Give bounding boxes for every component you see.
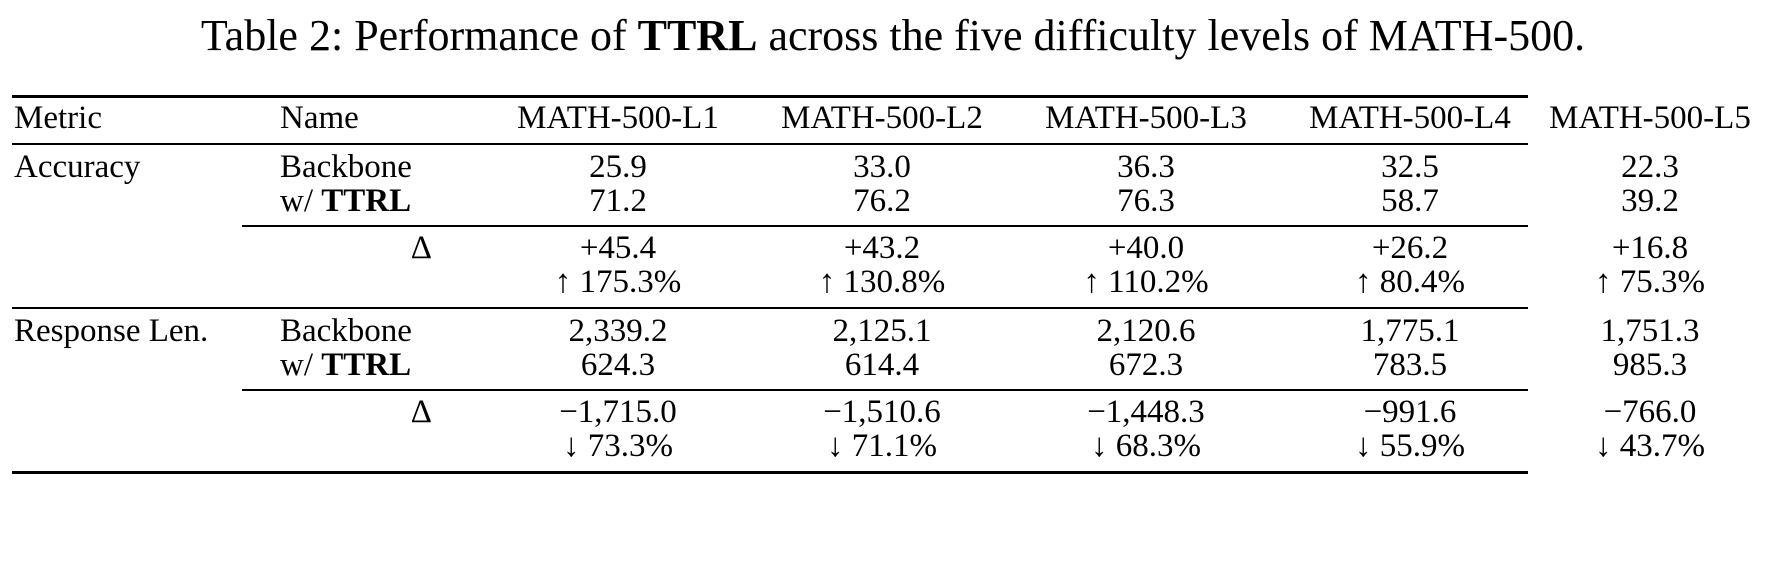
accuracy-backbone-l2: 33.0	[853, 149, 911, 185]
response-len-delta-abs-l5: −766.0	[1603, 394, 1697, 430]
accuracy-ttrl-label: w/ TTRL	[280, 182, 411, 220]
response-len-ttrl-prefix: w/	[280, 347, 322, 383]
table-top-rule	[12, 95, 1528, 98]
response-len-delta-rule	[242, 389, 1528, 391]
response-len-backbone-l5: 1,751.3	[1600, 313, 1700, 349]
accuracy-delta-abs-l2: +43.2	[843, 230, 921, 266]
accuracy-metric-label: Accuracy	[14, 149, 141, 185]
accuracy-delta-pct-l5: ↑ 75.3%	[1595, 264, 1705, 300]
response-len-delta-label: Δ	[410, 394, 432, 430]
header-col-4: MATH-500-L4	[1309, 100, 1511, 136]
header-col-3: MATH-500-L3	[1045, 100, 1247, 136]
response-len-delta-abs-l4: −991.6	[1363, 394, 1457, 430]
accuracy-ttrl-l5: 39.2	[1621, 183, 1679, 219]
response-len-ttrl-label: w/ TTRL	[280, 346, 411, 384]
response-len-backbone-l1: 2,339.2	[568, 313, 668, 349]
caption-prefix: Table 2: Performance of	[200, 11, 638, 60]
response-len-ttrl-l2: 614.4	[844, 347, 920, 383]
accuracy-backbone-l4: 32.5	[1381, 149, 1439, 185]
response-len-backbone-l4: 1,775.1	[1360, 313, 1460, 349]
response-len-delta-abs-l2: −1,510.6	[823, 394, 941, 430]
accuracy-delta-abs-l3: +40.0	[1107, 230, 1185, 266]
response-len-delta-pct-l1: ↓ 73.3%	[563, 428, 673, 464]
accuracy-delta-pct-l2: ↑ 130.8%	[818, 264, 946, 300]
header-col-5: MATH-500-L5	[1549, 100, 1751, 136]
header-col-2: MATH-500-L2	[781, 100, 983, 136]
response-len-ttrl-l4: 783.5	[1372, 347, 1448, 383]
accuracy-ttrl-prefix: w/	[280, 183, 322, 219]
response-len-delta-pct-l2: ↓ 71.1%	[827, 428, 937, 464]
response-len-delta-abs-l3: −1,448.3	[1087, 394, 1205, 430]
accuracy-delta-abs-l1: +45.4	[579, 230, 657, 266]
header-name: Name	[280, 100, 359, 136]
caption-bold: TTRL	[637, 11, 758, 60]
response-len-metric-label: Response Len.	[14, 313, 209, 349]
caption-suffix: across the five difficulty levels of MAT…	[757, 11, 1586, 60]
accuracy-delta-abs-l4: +26.2	[1371, 230, 1449, 266]
accuracy-ttrl-bold: TTRL	[321, 183, 412, 219]
response-len-ttrl-l3: 672.3	[1108, 347, 1184, 383]
header-rule	[12, 143, 1528, 145]
accuracy-delta-label: Δ	[410, 230, 432, 266]
response-len-backbone-l2: 2,125.1	[832, 313, 932, 349]
accuracy-ttrl-l3: 76.3	[1117, 183, 1175, 219]
response-len-backbone-label: Backbone	[280, 313, 412, 349]
response-len-delta-pct-l4: ↓ 55.9%	[1355, 428, 1465, 464]
header-metric: Metric	[14, 100, 102, 136]
accuracy-ttrl-l2: 76.2	[853, 183, 911, 219]
accuracy-delta-pct-l4: ↑ 80.4%	[1355, 264, 1465, 300]
section-rule	[12, 307, 1528, 309]
response-len-backbone-l3: 2,120.6	[1096, 313, 1196, 349]
accuracy-ttrl-l4: 58.7	[1381, 183, 1439, 219]
accuracy-delta-pct-l3: ↑ 110.2%	[1083, 264, 1209, 300]
accuracy-delta-abs-l5: +16.8	[1611, 230, 1689, 266]
accuracy-delta-pct-l1: ↑ 175.3%	[554, 264, 682, 300]
accuracy-backbone-label: Backbone	[280, 149, 412, 185]
response-len-delta-pct-l5: ↓ 43.7%	[1595, 428, 1705, 464]
response-len-ttrl-l5: 985.3	[1612, 347, 1688, 383]
accuracy-ttrl-l1: 71.2	[589, 183, 647, 219]
response-len-ttrl-l1: 624.3	[580, 347, 656, 383]
table-caption: Table 2: Performance of TTRL across the …	[0, 8, 1786, 64]
accuracy-backbone-l3: 36.3	[1117, 149, 1175, 185]
response-len-ttrl-bold: TTRL	[321, 347, 412, 383]
table-bottom-rule	[12, 471, 1528, 474]
accuracy-backbone-l5: 22.3	[1621, 149, 1679, 185]
response-len-delta-abs-l1: −1,715.0	[559, 394, 677, 430]
response-len-delta-pct-l3: ↓ 68.3%	[1091, 428, 1201, 464]
accuracy-delta-rule	[242, 225, 1528, 227]
header-col-1: MATH-500-L1	[517, 100, 719, 136]
accuracy-backbone-l1: 25.9	[589, 149, 647, 185]
